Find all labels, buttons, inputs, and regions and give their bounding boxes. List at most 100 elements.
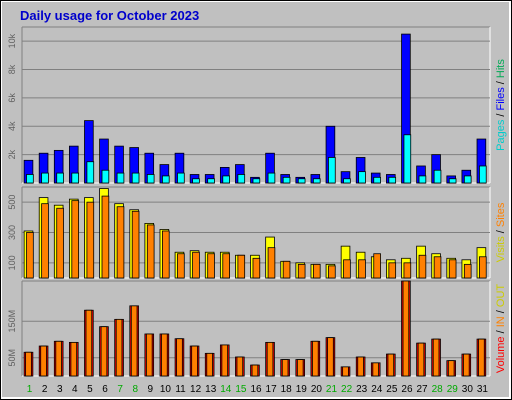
panel-top-legend: Pages / Files / Hits bbox=[495, 59, 507, 151]
legend-entry: OUT bbox=[495, 284, 507, 308]
sites-bar bbox=[41, 203, 49, 279]
y-tick-label: 500 bbox=[7, 195, 17, 210]
x-tick-label: 22 bbox=[341, 384, 353, 395]
x-tick-label: 24 bbox=[371, 384, 383, 395]
x-tick-label: 15 bbox=[235, 384, 247, 395]
sites-bar bbox=[403, 262, 412, 279]
pages-bar bbox=[177, 172, 185, 184]
sites-bar bbox=[328, 265, 336, 279]
sites-bar bbox=[161, 230, 170, 279]
sites-bar bbox=[116, 206, 125, 279]
pages-bar bbox=[328, 157, 336, 184]
in-bar bbox=[387, 353, 395, 377]
in-bar bbox=[100, 326, 108, 377]
legend-entry: Pages bbox=[495, 119, 507, 151]
pages-bar bbox=[358, 171, 366, 184]
in-bar bbox=[191, 345, 198, 377]
in-bar bbox=[40, 345, 47, 377]
pages-bar bbox=[56, 172, 64, 184]
pages-bar bbox=[41, 172, 49, 184]
x-tick-label: 31 bbox=[477, 384, 489, 395]
x-tick-label: 25 bbox=[386, 384, 398, 395]
in-bar bbox=[251, 364, 259, 377]
sites-bar bbox=[192, 251, 200, 279]
x-tick-label: 1 bbox=[27, 384, 33, 395]
pages-bar bbox=[479, 165, 487, 184]
pages-bar bbox=[192, 178, 200, 184]
sites-bar bbox=[252, 257, 261, 279]
chart-title: Daily usage for October 2023 bbox=[20, 8, 199, 23]
pages-bar bbox=[116, 172, 125, 184]
pages-bar bbox=[463, 175, 472, 184]
sites-bar bbox=[297, 263, 306, 279]
x-tick-label: 5 bbox=[87, 384, 93, 395]
in-bar bbox=[342, 366, 349, 377]
sites-bar bbox=[177, 253, 185, 279]
in-bar bbox=[145, 333, 153, 377]
in-bar bbox=[372, 362, 379, 377]
in-bar bbox=[25, 351, 32, 377]
sites-bar bbox=[312, 263, 321, 279]
x-tick-label: 12 bbox=[190, 384, 202, 395]
x-tick-label: 10 bbox=[160, 384, 172, 395]
x-tick-label: 23 bbox=[356, 384, 368, 395]
pages-bar bbox=[71, 172, 80, 184]
legend-entry: / bbox=[495, 227, 507, 236]
y-tick-label: 4k bbox=[7, 121, 17, 131]
legend-entry: Hits bbox=[495, 59, 507, 78]
x-tick-label: 28 bbox=[432, 384, 444, 395]
x-tick-label: 4 bbox=[72, 384, 78, 395]
x-tick-label: 6 bbox=[102, 384, 108, 395]
legend-entry: / bbox=[495, 78, 507, 87]
panel-middle-legend: Visits / Sites bbox=[495, 202, 507, 262]
sites-bar bbox=[418, 254, 427, 279]
pages-bar bbox=[222, 175, 230, 184]
x-tick-label: 9 bbox=[148, 384, 154, 395]
sites-bar bbox=[343, 259, 351, 279]
in-bar bbox=[85, 309, 93, 377]
pages-bar bbox=[433, 169, 442, 184]
legend-entry: / bbox=[495, 327, 507, 336]
in-bar bbox=[206, 352, 213, 377]
in-bar bbox=[327, 337, 334, 377]
in-bar bbox=[266, 341, 274, 377]
sites-bar bbox=[56, 207, 64, 279]
sites-bar bbox=[373, 253, 381, 279]
panel-bottom: 50M 150M Volume / IN / OUT bbox=[7, 280, 507, 377]
pages-bar bbox=[373, 176, 381, 184]
legend-entry: / bbox=[495, 110, 507, 119]
panel-middle: 100 300 500 Visits / Sites bbox=[7, 186, 507, 279]
in-bar bbox=[236, 356, 244, 377]
y-tick-label: 10k bbox=[7, 33, 17, 48]
in-bar bbox=[402, 280, 410, 377]
in-bar bbox=[70, 341, 78, 377]
sites-bar bbox=[26, 232, 34, 279]
pages-bar bbox=[207, 178, 215, 184]
in-bar bbox=[115, 318, 123, 377]
x-tick-label: 17 bbox=[266, 384, 278, 395]
sites-bar bbox=[282, 260, 291, 279]
x-tick-label: 11 bbox=[175, 384, 186, 395]
in-bar bbox=[221, 344, 229, 377]
sites-bar bbox=[146, 224, 155, 279]
in-bar bbox=[296, 359, 304, 377]
pages-bar bbox=[131, 172, 140, 184]
x-tick-label: 27 bbox=[417, 384, 429, 395]
pages-bar bbox=[101, 169, 110, 184]
in-bar bbox=[161, 333, 168, 377]
pages-bar bbox=[237, 174, 246, 184]
pages-bar bbox=[448, 178, 457, 184]
sites-bar bbox=[463, 263, 472, 279]
in-bar bbox=[357, 356, 364, 377]
panel-top: 2k 4k 6k 8k 10k Pages / Files / Hits bbox=[7, 26, 507, 184]
sites-bar bbox=[448, 259, 457, 279]
x-tick-label: 3 bbox=[57, 384, 63, 395]
x-tick-label: 19 bbox=[296, 384, 308, 395]
sites-bar bbox=[131, 210, 140, 279]
in-bar bbox=[176, 338, 183, 377]
sites-bar bbox=[101, 195, 110, 279]
panel-bottom-legend: Volume / IN / OUT bbox=[495, 284, 507, 374]
pages-bar bbox=[418, 175, 427, 184]
y-tick-label: 8k bbox=[7, 64, 17, 74]
